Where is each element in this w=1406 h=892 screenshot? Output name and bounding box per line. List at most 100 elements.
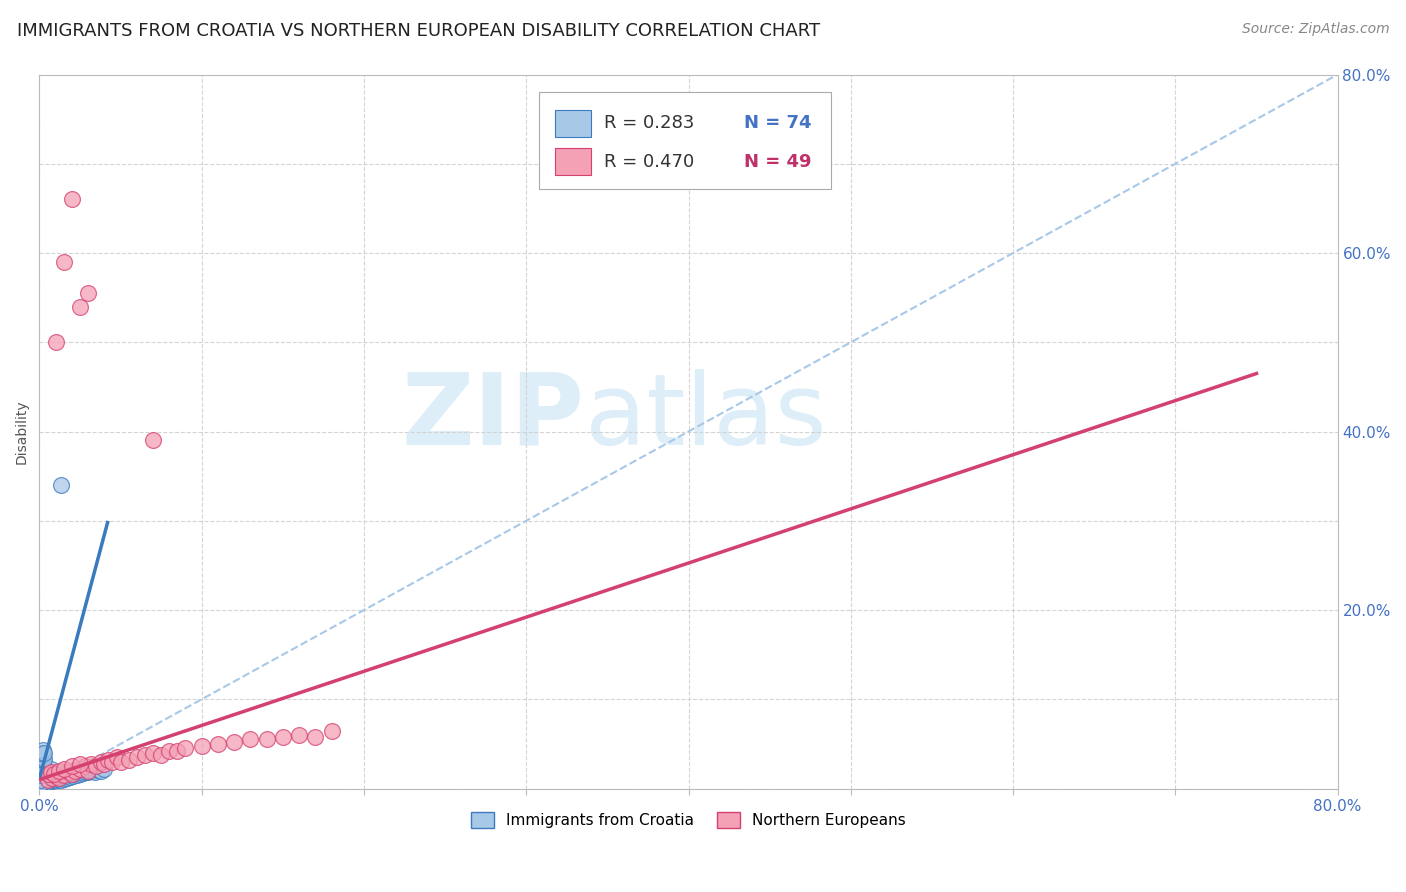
Point bbox=[97, 753, 120, 767]
Text: atlas: atlas bbox=[585, 368, 827, 466]
Point bbox=[63, 764, 86, 778]
Point bbox=[31, 760, 53, 774]
Point bbox=[60, 759, 83, 773]
Point bbox=[37, 771, 59, 785]
Point bbox=[39, 769, 62, 783]
Point bbox=[90, 764, 112, 778]
Point bbox=[49, 772, 72, 787]
Point bbox=[304, 730, 326, 744]
Point bbox=[30, 750, 52, 764]
Y-axis label: Disability: Disability bbox=[15, 400, 30, 464]
Point bbox=[93, 756, 115, 771]
Point bbox=[41, 774, 63, 789]
Point bbox=[51, 767, 73, 781]
Point bbox=[69, 300, 91, 314]
Point bbox=[48, 769, 70, 783]
Point bbox=[45, 769, 67, 783]
Text: ZIP: ZIP bbox=[402, 368, 585, 466]
Point bbox=[38, 775, 60, 789]
Point bbox=[42, 768, 65, 782]
Point bbox=[80, 764, 103, 778]
Point bbox=[72, 766, 94, 780]
Legend: Immigrants from Croatia, Northern Europeans: Immigrants from Croatia, Northern Europe… bbox=[465, 806, 912, 834]
Point bbox=[32, 746, 55, 760]
Point bbox=[55, 766, 77, 780]
Point bbox=[70, 765, 93, 780]
Point bbox=[59, 770, 82, 784]
FancyBboxPatch shape bbox=[540, 93, 831, 189]
Point bbox=[49, 768, 72, 782]
Point bbox=[30, 768, 52, 782]
Point bbox=[77, 764, 100, 778]
Point bbox=[48, 772, 70, 786]
Point bbox=[56, 765, 79, 780]
Point bbox=[51, 771, 73, 785]
Point bbox=[48, 771, 70, 785]
Point bbox=[56, 771, 79, 785]
Point bbox=[31, 753, 53, 767]
Point bbox=[46, 773, 69, 788]
Point bbox=[45, 769, 67, 783]
Point bbox=[52, 767, 75, 781]
Point bbox=[77, 765, 100, 780]
Point bbox=[63, 767, 86, 781]
Point bbox=[31, 747, 53, 762]
Point bbox=[62, 764, 84, 779]
Point bbox=[31, 777, 53, 791]
Point bbox=[66, 768, 89, 782]
Point bbox=[142, 746, 165, 760]
Point bbox=[207, 737, 229, 751]
Point bbox=[62, 769, 84, 783]
Point bbox=[60, 768, 83, 782]
Point bbox=[31, 771, 53, 785]
Point bbox=[46, 768, 69, 782]
Point bbox=[41, 771, 63, 785]
Point bbox=[35, 772, 58, 787]
Point bbox=[110, 755, 132, 769]
Text: R = 0.283: R = 0.283 bbox=[605, 114, 695, 132]
Point bbox=[69, 762, 91, 776]
Text: N = 49: N = 49 bbox=[744, 153, 811, 170]
Point bbox=[83, 764, 105, 779]
Point bbox=[37, 774, 59, 789]
Point bbox=[32, 762, 55, 776]
Point bbox=[41, 770, 63, 784]
FancyBboxPatch shape bbox=[555, 110, 591, 136]
Point bbox=[239, 732, 262, 747]
Point bbox=[105, 750, 128, 764]
Point bbox=[60, 193, 83, 207]
Point bbox=[48, 764, 70, 778]
Point bbox=[35, 764, 58, 778]
Point bbox=[157, 744, 180, 758]
Point bbox=[73, 764, 96, 779]
Point bbox=[55, 770, 77, 784]
Point bbox=[49, 478, 72, 492]
Point bbox=[38, 765, 60, 780]
Text: Source: ZipAtlas.com: Source: ZipAtlas.com bbox=[1241, 22, 1389, 37]
Point bbox=[90, 755, 112, 769]
Point bbox=[52, 772, 75, 786]
Point bbox=[45, 772, 67, 787]
Point bbox=[80, 756, 103, 771]
Point bbox=[84, 759, 107, 773]
Point bbox=[67, 766, 90, 780]
Point bbox=[166, 744, 188, 758]
Point bbox=[101, 755, 124, 769]
Point bbox=[30, 755, 52, 769]
Point bbox=[30, 746, 52, 760]
Point bbox=[150, 747, 173, 762]
Point bbox=[39, 773, 62, 788]
Point bbox=[134, 747, 156, 762]
Point bbox=[32, 768, 55, 782]
FancyBboxPatch shape bbox=[555, 148, 591, 175]
Point bbox=[288, 728, 311, 742]
Point bbox=[59, 765, 82, 780]
Point bbox=[271, 730, 294, 744]
Point bbox=[256, 731, 278, 746]
Point bbox=[321, 723, 343, 738]
Point bbox=[87, 763, 110, 777]
Point bbox=[142, 434, 165, 448]
Point bbox=[37, 772, 59, 787]
Point bbox=[63, 763, 86, 777]
Text: IMMIGRANTS FROM CROATIA VS NORTHERN EUROPEAN DISABILITY CORRELATION CHART: IMMIGRANTS FROM CROATIA VS NORTHERN EURO… bbox=[17, 22, 820, 40]
